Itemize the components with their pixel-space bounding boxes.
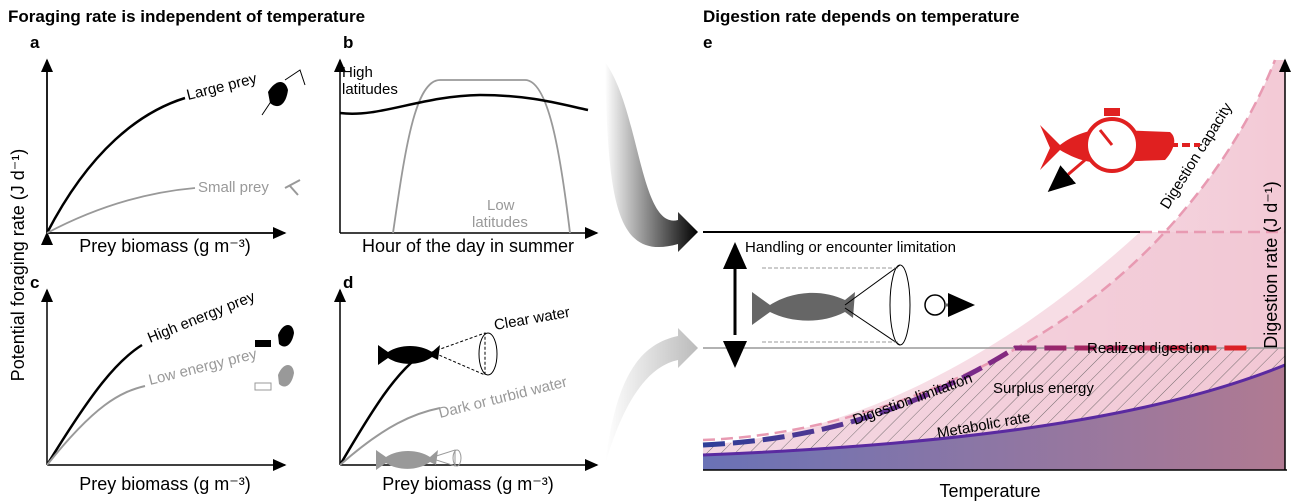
shape (255, 383, 271, 390)
label: High energy prey (145, 288, 258, 347)
label: Clear water (493, 304, 571, 334)
right-title: Digestion rate depends on temperature (703, 7, 1019, 26)
label: Prey biomass (g m⁻³) (79, 236, 251, 256)
label: Low energy prey (147, 345, 259, 388)
label: latitudes (342, 81, 398, 98)
shape (278, 365, 294, 387)
label: High (342, 64, 373, 81)
label: Temperature (939, 481, 1040, 501)
shape (1104, 108, 1120, 116)
label: d (343, 273, 353, 292)
arrow-high (605, 62, 698, 252)
shape (47, 386, 145, 465)
label: e (703, 33, 712, 52)
label: Hour of the day in summer (362, 236, 574, 256)
shape (255, 340, 271, 347)
figure: Foraging rate is independent of temperat… (0, 0, 1293, 503)
label: b (343, 33, 353, 52)
shape (376, 450, 438, 470)
label: Prey biomass (g m⁻³) (382, 474, 554, 494)
label: Small prey (198, 179, 269, 196)
label: Surplus energy (993, 380, 1094, 397)
shape (432, 333, 485, 375)
shape (1050, 160, 1085, 190)
label: latitudes (472, 214, 528, 231)
shape (285, 180, 300, 195)
arrow-low (605, 328, 698, 465)
label: Digestion rate (J d⁻¹) (1261, 181, 1281, 349)
shape (453, 450, 461, 466)
y-label: Potential foraging rate (J d⁻¹) (8, 149, 28, 382)
label: a (30, 33, 40, 52)
label: Dark or turbid water (437, 374, 569, 422)
label: Large prey (185, 70, 259, 104)
label: c (30, 273, 39, 292)
shape (268, 82, 288, 106)
label: Realized digestion (1087, 340, 1210, 357)
label: Handling or encounter limitation (745, 239, 956, 256)
left-title: Foraging rate is independent of temperat… (8, 7, 365, 26)
shape (752, 292, 855, 325)
label: Prey biomass (g m⁻³) (79, 474, 251, 494)
shape (378, 345, 440, 365)
shape (47, 98, 185, 233)
page: Foraging rate is independent of temperat… (0, 0, 1293, 503)
shape (340, 357, 418, 465)
shape (890, 265, 910, 345)
shape (479, 333, 497, 375)
shape (278, 325, 294, 347)
shape (925, 295, 945, 315)
label: Low (487, 197, 515, 214)
